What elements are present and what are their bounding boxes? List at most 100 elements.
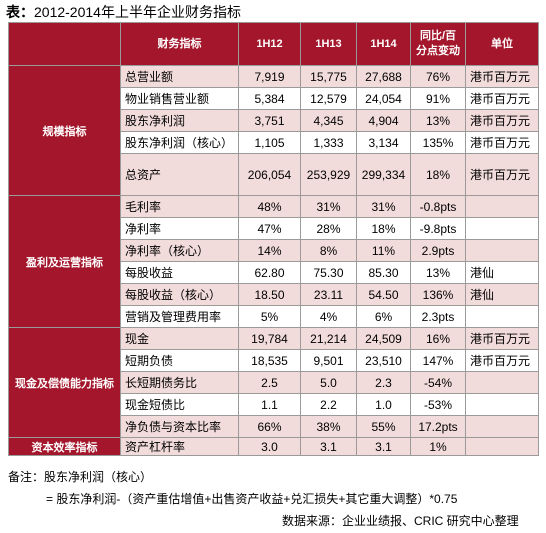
value-cell: 85.30 [356,261,411,284]
unit-cell [465,305,539,328]
value-cell: 24,054 [356,87,411,110]
value-cell: 91% [410,87,466,110]
value-cell: -53% [410,393,466,416]
table-row: 净负债与资本比率 66% 38% 55% 17.2pts [9,415,539,438]
value-cell: 12,579 [300,87,357,110]
value-cell: 147% [410,349,466,372]
unit-cell [465,217,539,240]
metric-name: 股东净利润 [120,109,239,132]
group-label: 规模指标 [8,65,121,196]
value-cell: 4,345 [300,109,357,132]
metric-name: 毛利率 [120,195,239,218]
value-cell: 8% [300,239,357,262]
metric-name: 短期负债 [120,349,239,372]
value-cell: 19,784 [238,327,301,350]
value-cell: 18,535 [238,349,301,372]
value-cell: 38% [300,415,357,438]
value-cell: 3.1 [356,437,411,456]
value-cell: 4% [300,305,357,328]
metric-name: 净负债与资本比率 [120,415,239,438]
unit-cell [465,195,539,218]
value-cell: 66% [238,415,301,438]
table-row: 规模指标 总营业额 7,919 15,775 27,688 76% 港币百万元 [8,65,539,196]
table-row: 净利率（核心） 14% 8% 11% 2.9pts [9,239,539,262]
value-cell: -0.8pts [410,195,466,218]
table-row: 现金及偿债能力指标 现金 19,784 21,214 24,509 16% 港币百万元 [8,327,539,438]
group-label: 现金及偿债能力指标 [8,327,121,438]
value-cell: 24,509 [356,327,411,350]
unit-cell: 港币百万元 [465,109,539,132]
value-cell: 18% [356,217,411,240]
value-cell: 28% [300,217,357,240]
value-cell: 1.1 [238,393,301,416]
column-header: 1H12 [238,22,301,66]
metric-name: 净利率 [120,217,239,240]
column-header: 单位 [465,22,539,66]
value-cell: 5.0 [300,371,357,394]
value-cell: 13% [410,109,466,132]
unit-cell [465,415,539,438]
value-cell: 23.11 [300,283,357,306]
value-cell: 6% [356,305,411,328]
value-cell: 9,501 [300,349,357,372]
header-corner [8,22,121,66]
table-row: 总资产 206,054 253,929 299,334 18% 港币百万元 [9,153,539,196]
metric-name: 每股收益 [120,261,239,284]
value-cell: 3,134 [356,131,411,154]
value-cell: 7,919 [238,65,301,88]
value-cell: 1,333 [300,131,357,154]
metric-name: 总营业额 [120,65,239,88]
value-cell: 76% [410,65,466,88]
metric-name: 资产杠杆率 [120,437,239,456]
value-cell: 3.0 [238,437,301,456]
table-row: 资本效率指标 资产杠杆率 3.0 3.1 3.1 1% [8,437,539,456]
value-cell: 75.30 [300,261,357,284]
unit-cell: 港仙 [465,261,539,284]
value-cell: 18.50 [238,283,301,306]
value-cell: 2.5 [238,371,301,394]
value-cell: 18% [410,153,466,196]
value-cell: 31% [300,195,357,218]
table-row: 股东净利润（核心） 1,105 1,333 3,134 135% 港币百万元 [9,131,539,154]
value-cell: 4,904 [356,109,411,132]
value-cell: 136% [410,283,466,306]
metric-name: 物业销售营业额 [120,87,239,110]
value-cell: 2.3pts [410,305,466,328]
unit-cell: 港币百万元 [465,349,539,372]
value-cell: 11% [356,239,411,262]
value-cell: 2.3 [356,371,411,394]
value-cell: 21,214 [300,327,357,350]
value-cell: -9.8pts [410,217,466,240]
value-cell: 2.9pts [410,239,466,262]
value-cell: 17.2pts [410,415,466,438]
group-label: 盈利及运营指标 [8,195,121,328]
value-cell: 31% [356,195,411,218]
metric-name: 股东净利润（核心） [120,131,239,154]
group-label: 资本效率指标 [8,437,121,456]
metric-name: 每股收益（核心） [120,283,239,306]
unit-cell [465,371,539,394]
value-cell: 54.50 [356,283,411,306]
value-cell: 5% [238,305,301,328]
title-text: 2012-2014年上半年企业财务指标 [34,4,241,20]
unit-cell: 港币百万元 [465,327,539,350]
value-cell: 206,054 [238,153,301,196]
table-row: 股东净利润 3,751 4,345 4,904 13% 港币百万元 [9,109,539,132]
value-cell: 135% [410,131,466,154]
table-row: 物业销售营业额 5,384 12,579 24,054 91% 港币百万元 [9,87,539,110]
value-cell: 3.1 [300,437,357,456]
unit-cell: 港仙 [465,283,539,306]
metric-name: 现金 [120,327,239,350]
metric-name: 现金短债比 [120,393,239,416]
value-cell: 299,334 [356,153,411,196]
unit-cell [465,437,539,456]
value-cell: 253,929 [300,153,357,196]
column-header: 1H14 [356,22,411,66]
metric-name: 净利率（核心） [120,239,239,262]
value-cell: 55% [356,415,411,438]
column-header: 1H13 [300,22,357,66]
formula: = 股东净利润-（资产重估增值+出售资产收益+兑汇损失+其它重大调整）*0.75 [46,492,458,506]
source: 数据来源：企业业绩报、CRIC 研究中心整理 [282,514,519,528]
value-cell: 16% [410,327,466,350]
remark: 备注：股东净利润（核心） [8,470,153,484]
